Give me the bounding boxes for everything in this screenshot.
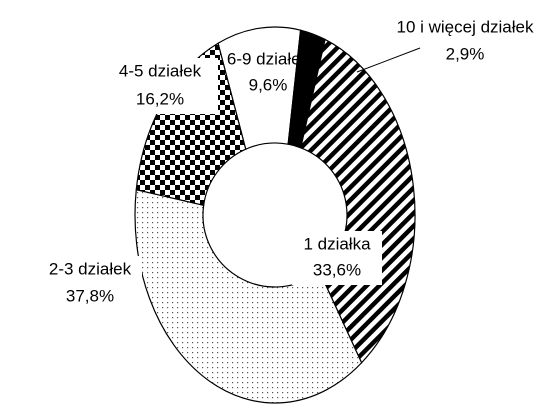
category-label: 4-5 działek [119, 61, 202, 80]
value-label: 33,6% [313, 260, 361, 279]
slice [135, 42, 247, 207]
label-box [38, 256, 142, 311]
category-label: 1 działka [303, 234, 371, 253]
labels: 6-9 działek 9,6% 10 i więcej działek 2,9% 1 … [38, 17, 534, 311]
slice [134, 188, 363, 404]
category-label: 6-9 działek [227, 49, 310, 68]
label-box [292, 231, 382, 285]
category-label: 2-3 działek [49, 259, 132, 278]
label-box [100, 58, 218, 114]
value-label: 2,9% [446, 44, 485, 63]
leader-line [356, 47, 421, 73]
value-label: 9,6% [249, 75, 288, 94]
category-label: 10 i więcej działek [396, 17, 534, 36]
value-label: 16,2% [136, 89, 184, 108]
value-label: 37,8% [66, 286, 114, 305]
